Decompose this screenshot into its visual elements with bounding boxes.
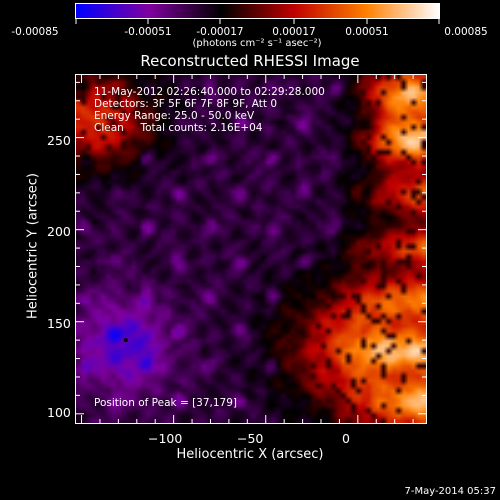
heatmap-image: [76, 75, 426, 423]
chart-title: Reconstructed RHESSI Image: [140, 52, 360, 70]
x-axis-label: Heliocentric X (arcsec): [176, 447, 324, 462]
footer-date: 7-May-2014 05:37: [404, 486, 496, 497]
x-tick-label: 0: [342, 431, 350, 446]
y-tick-label: 250: [47, 133, 71, 148]
colorbar-frame: [75, 3, 440, 19]
colorbar-gradient: [76, 4, 439, 18]
y-axis-label: Heliocentric Y (arcsec): [25, 173, 41, 319]
minimum-marker: [123, 338, 128, 343]
y-tick-label: 150: [47, 316, 71, 331]
detectors-text: Detectors: 3F 5F 6F 7F 8F 9F, Att 0: [94, 98, 278, 110]
colorbar-tick-label: 0.00051: [345, 26, 389, 38]
colorbar-tick-label: -0.00017: [196, 26, 244, 38]
colorbar-tick-label: 0.00017: [272, 26, 316, 38]
colorbar-tick-label: -0.00085: [11, 26, 59, 38]
time-range-text: 11-May-2012 02:26:40.000 to 02:29:28.000: [94, 86, 325, 98]
colorbar-unit-label: (photons cm⁻² s⁻¹ asec⁻²): [192, 38, 322, 49]
x-tick-label: −100: [148, 431, 183, 446]
peak-position-text: Position of Peak = [37,179]: [94, 397, 238, 409]
y-tick-label: 100: [47, 405, 71, 420]
colorbar-ticks: [75, 19, 440, 24]
colorbar-tick-label: 0.00085: [444, 26, 488, 38]
y-tick-label: 200: [47, 224, 71, 239]
clean-counts-text: Clean Total counts: 2.16E+04: [94, 122, 263, 134]
colorbar-tick-label: -0.00051: [124, 26, 172, 38]
energy-range-text: Energy Range: 25.0 - 50.0 keV: [94, 110, 255, 122]
plot-frame: [75, 74, 427, 424]
x-tick-label: −50: [237, 431, 264, 446]
